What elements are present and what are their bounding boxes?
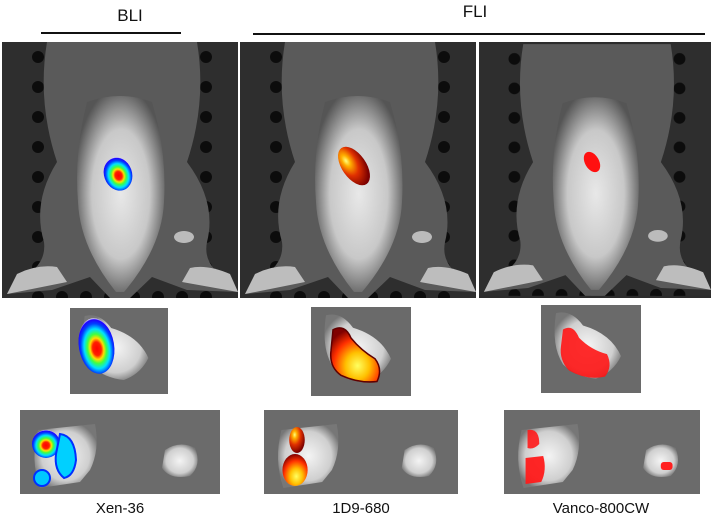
fli-vanco-signal <box>583 151 601 173</box>
fli-underline <box>253 33 705 35</box>
bli-signal-hotspot <box>103 157 133 191</box>
tissue-pair-image-bli <box>20 410 220 494</box>
bli-underline <box>41 32 181 34</box>
label-1d9-680: 1D9-680 <box>332 500 390 517</box>
tissue-image-1d9 <box>311 307 411 396</box>
tissue-image-bli <box>70 308 168 394</box>
mouse-image-fli-vanco <box>479 42 711 298</box>
label-vanco-800cw: Vanco-800CW <box>552 500 650 517</box>
fli-header: FLI <box>462 2 488 21</box>
tissue-pair-image-vanco <box>504 410 700 494</box>
mouse-image-fli-1d9 <box>240 42 476 298</box>
fli-1d9-signal <box>338 146 370 186</box>
mouse-image-bli <box>2 42 238 298</box>
tissue-image-vanco <box>541 305 641 393</box>
tissue-pair-image-1d9 <box>264 410 458 494</box>
label-xen-36: Xen-36 <box>95 500 145 517</box>
bli-header: BLI <box>117 6 143 25</box>
